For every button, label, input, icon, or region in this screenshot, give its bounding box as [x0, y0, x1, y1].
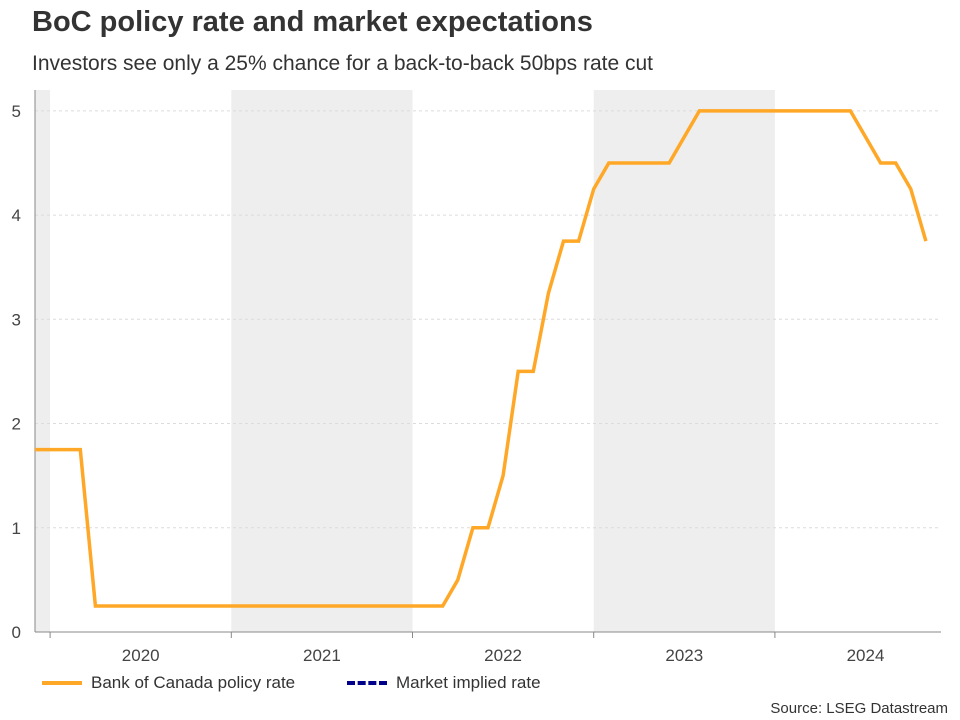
series-line-0 — [35, 109, 928, 608]
x-tick-label: 2023 — [665, 646, 703, 665]
x-tick-label: 2021 — [303, 646, 341, 665]
y-tick-label: 3 — [12, 310, 21, 329]
legend-item-market-implied: Market implied rate — [347, 673, 541, 693]
source-note: Source: LSEG Datastream — [770, 700, 948, 717]
chart-subtitle: Investors see only a 25% chance for a ba… — [32, 52, 654, 75]
legend-label: Market implied rate — [396, 673, 541, 692]
y-tick-label: 1 — [12, 519, 21, 538]
x-tick-label: 2020 — [122, 646, 160, 665]
y-tick-label: 5 — [12, 102, 21, 121]
chart-title: BoC policy rate and market expectations — [32, 6, 593, 38]
y-tick-label: 2 — [12, 415, 21, 434]
y-tick-label: 0 — [12, 623, 21, 642]
x-tick-label: 2024 — [847, 646, 885, 665]
legend-swatch-policy-rate — [42, 681, 82, 685]
legend-label: Bank of Canada policy rate — [91, 673, 296, 692]
shaded-year-band — [593, 90, 775, 632]
y-tick-label: 4 — [12, 206, 21, 225]
shaded-year-band — [35, 90, 51, 632]
legend-item-policy-rate: Bank of Canada policy rate — [42, 673, 295, 693]
x-tick-label: 2022 — [484, 646, 522, 665]
legend-swatch-market-implied — [347, 681, 387, 685]
shaded-year-band — [231, 90, 413, 632]
